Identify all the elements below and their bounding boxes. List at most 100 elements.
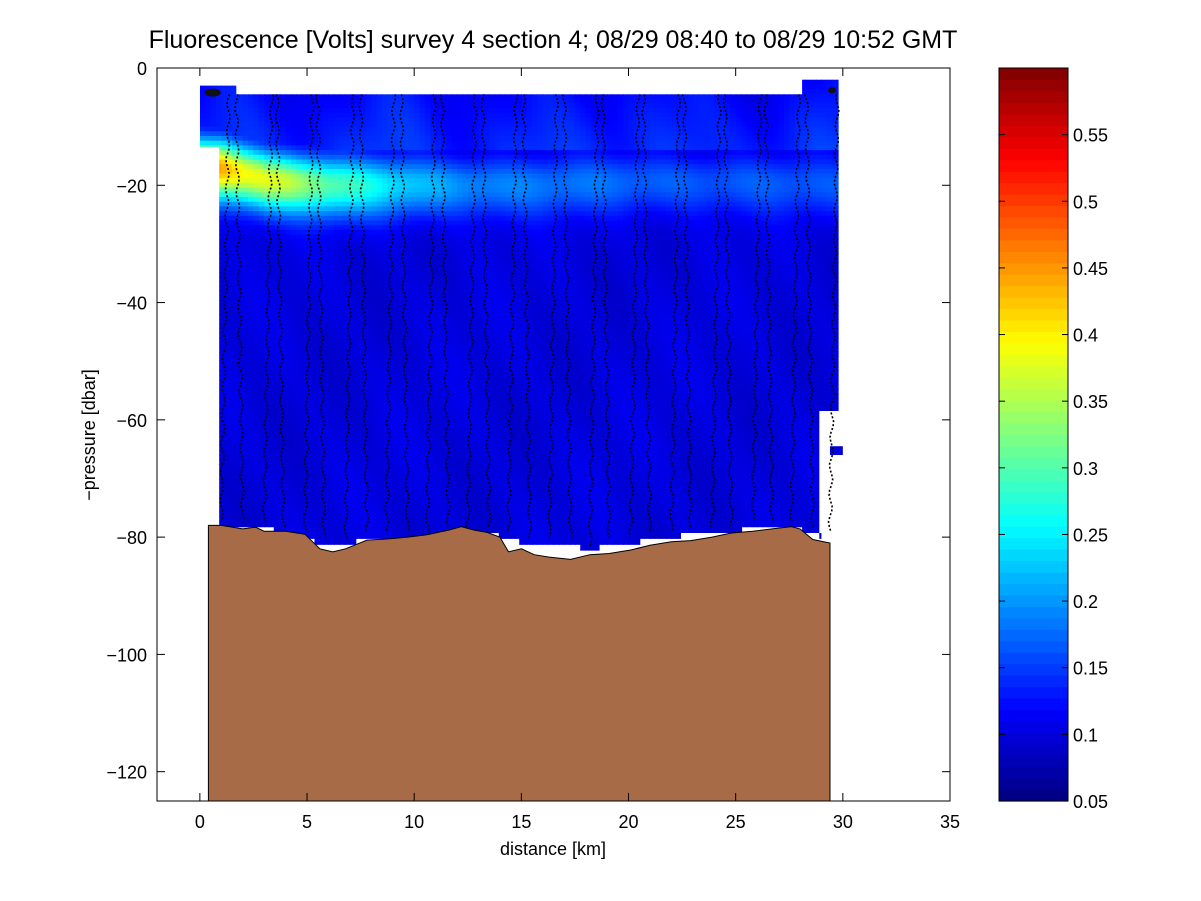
field-cell: [291, 103, 297, 109]
field-cell: [296, 234, 303, 240]
field-cell: [366, 370, 372, 376]
field-cell: [446, 351, 453, 358]
field-cell: [398, 375, 405, 381]
field-cell: [355, 380, 362, 386]
field-cell: [333, 220, 340, 226]
field-cell: [408, 455, 415, 461]
field-cell: [258, 182, 265, 189]
field-cell: [376, 417, 383, 423]
field-cell: [446, 93, 453, 100]
field-cell: [355, 398, 362, 404]
field-cell: [382, 483, 388, 489]
field-cell: [408, 300, 415, 306]
field-cell: [301, 441, 308, 447]
field-cell: [274, 267, 281, 273]
field-cell: [291, 464, 297, 470]
field-cell: [344, 140, 351, 146]
field-cell: [419, 347, 426, 353]
field-cell: [419, 215, 426, 222]
field-cell: [441, 126, 447, 132]
field-cell: [328, 436, 335, 442]
field-cell: [392, 234, 399, 240]
field-cell: [269, 103, 276, 109]
field-cell: [296, 290, 303, 297]
field-cell: [317, 370, 324, 376]
field-cell: [312, 182, 319, 189]
field-cell: [441, 342, 447, 348]
field-cell: [446, 389, 453, 395]
field-cell: [242, 469, 249, 475]
field-cell: [382, 281, 388, 287]
field-cell: [392, 182, 399, 189]
field-cell: [349, 375, 356, 381]
field-cell: [317, 103, 324, 109]
field-cell: [242, 168, 249, 175]
field-cell: [408, 408, 415, 414]
field-cell: [360, 511, 367, 517]
field-cell: [349, 394, 356, 400]
field-cell: [398, 112, 405, 118]
field-cell: [307, 131, 313, 137]
field-cell: [269, 145, 276, 151]
field-cell: [274, 469, 281, 475]
field-cell: [403, 501, 410, 508]
field-cell: [269, 431, 276, 437]
field-cell: [366, 295, 372, 301]
field-cell: [323, 530, 330, 536]
field-cell: [414, 370, 421, 376]
field-cell: [349, 534, 356, 541]
field-cell: [387, 131, 394, 137]
field-cell: [274, 398, 281, 404]
field-cell: [301, 173, 308, 179]
field-cell: [226, 356, 233, 362]
field-cell: [435, 309, 442, 315]
field-cell: [376, 206, 383, 212]
field-cell: [253, 389, 260, 395]
field-cell: [366, 478, 372, 484]
field-cell: [371, 464, 378, 470]
field-cell: [344, 220, 351, 226]
field-cell: [435, 445, 442, 451]
field-cell: [387, 501, 394, 508]
field-cell: [274, 131, 281, 137]
field-cell: [301, 506, 308, 512]
field-cell: [317, 469, 324, 475]
field-cell: [226, 342, 233, 348]
field-cell: [323, 412, 330, 419]
field-cell: [419, 286, 426, 292]
field-cell: [344, 121, 351, 128]
field-cell: [307, 112, 313, 118]
field-cell: [307, 201, 313, 207]
field-cell: [424, 126, 431, 132]
field-cell: [242, 229, 249, 236]
field-cell: [366, 455, 372, 461]
field-cell: [376, 370, 383, 376]
field-cell: [419, 93, 426, 100]
field-cell: [269, 455, 276, 461]
field-cell: [328, 459, 335, 465]
field-cell: [441, 520, 447, 526]
field-cell: [376, 384, 383, 390]
field-cell: [376, 276, 383, 283]
field-cell: [242, 380, 249, 386]
field-cell: [441, 276, 447, 283]
field-cell: [280, 483, 287, 489]
field-cell: [424, 98, 431, 104]
field-cell: [226, 337, 233, 343]
field-cell: [371, 131, 378, 137]
field-cell: [398, 333, 405, 339]
field-cell: [307, 164, 313, 170]
field-cell: [441, 192, 447, 198]
field-cell: [419, 450, 426, 456]
field-cell: [264, 262, 271, 268]
field-cell: [269, 276, 276, 283]
field-cell: [258, 492, 265, 498]
field-cell: [264, 239, 271, 245]
field-cell: [226, 131, 233, 137]
field-cell: [414, 516, 421, 522]
field-cell: [328, 394, 335, 400]
field-cell: [446, 140, 453, 146]
field-cell: [317, 483, 324, 489]
field-cell: [403, 225, 410, 231]
field-cell: [296, 276, 303, 283]
